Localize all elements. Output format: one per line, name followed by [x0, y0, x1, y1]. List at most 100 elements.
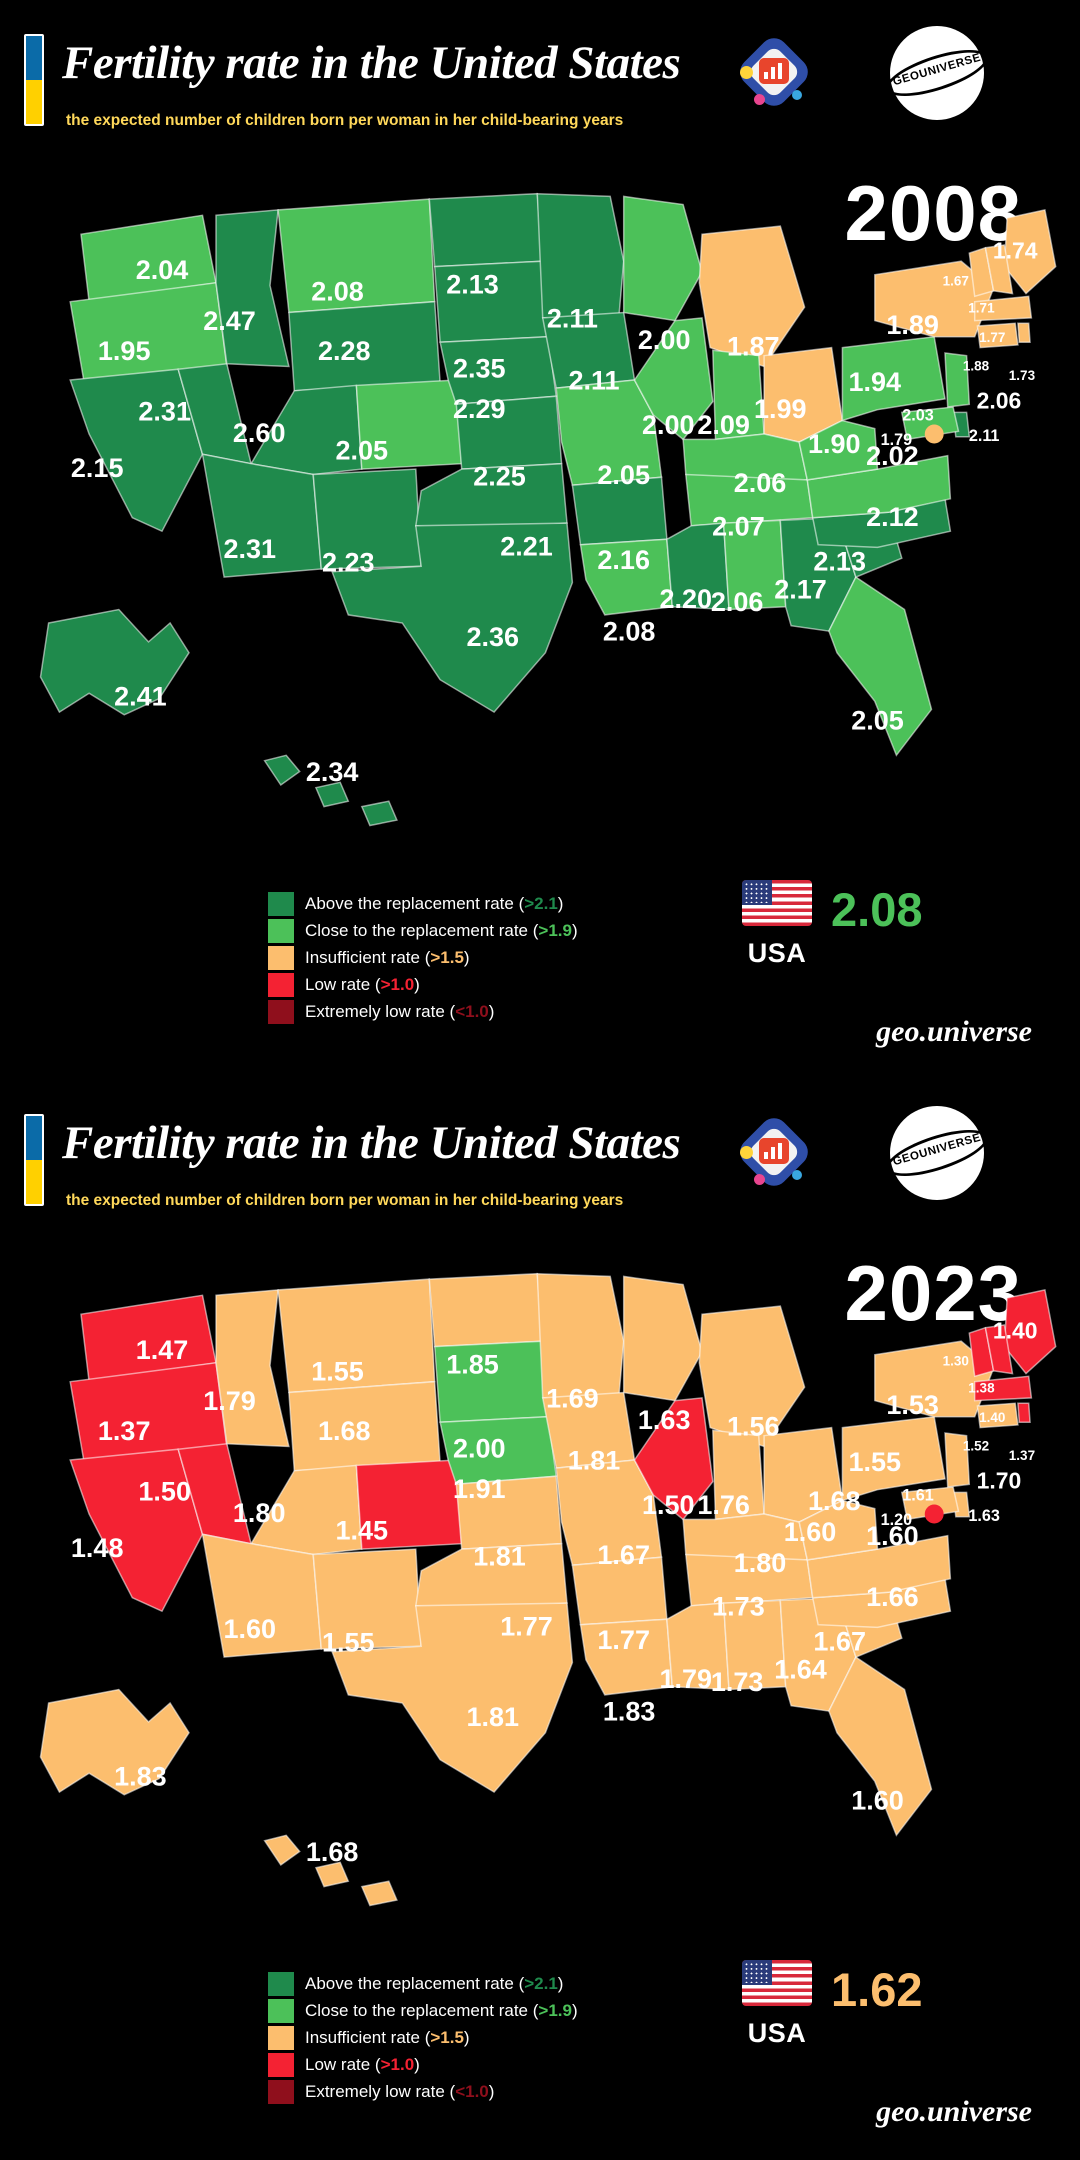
ukraine-flag-bar — [24, 34, 44, 126]
globe-icon: GEOUNIVERSE — [881, 26, 993, 120]
legend-threshold: >1.9 — [538, 2000, 572, 2020]
choropleth-map: 2.04 1.95 2.47 2.08 2.13 2.35 2.11 2.00 1.87 2.28… — [0, 170, 1080, 860]
state-dc-marker[interactable] — [924, 1504, 944, 1524]
legend-label: Above the replacement rate (>2.1) — [305, 1973, 564, 1993]
state-nm[interactable] — [312, 468, 422, 570]
state-wv[interactable] — [798, 419, 879, 481]
state-value-wa: 1.47 — [136, 1335, 189, 1365]
state-wi[interactable] — [622, 195, 703, 322]
state-id[interactable] — [215, 1289, 290, 1448]
state-ak[interactable] — [39, 1688, 190, 1796]
legend-row[interactable]: Extremely low rate (<1.0) — [268, 998, 578, 1025]
state-ma[interactable] — [973, 1375, 1033, 1402]
state-nd[interactable] — [428, 1272, 544, 1348]
state-wv[interactable] — [798, 1499, 879, 1561]
legend-label: Low rate (>1.0) — [305, 2054, 420, 2074]
state-ca[interactable] — [69, 1448, 204, 1613]
state-ri[interactable] — [1017, 1402, 1031, 1423]
state-nj[interactable] — [944, 1432, 971, 1488]
state-ct[interactable] — [976, 1402, 1019, 1429]
state-nd[interactable] — [428, 192, 544, 268]
state-value-pa: 1.94 — [849, 367, 902, 397]
state-la[interactable] — [579, 1618, 674, 1696]
state-tx[interactable] — [331, 522, 574, 714]
state-value-al: 2.06 — [711, 587, 764, 617]
legend-row[interactable]: Close to the replacement rate (>1.9) — [268, 917, 578, 944]
legend-swatch — [268, 1998, 294, 2023]
state-hi[interactable] — [263, 754, 398, 827]
state-value-vt: 1.67 — [943, 274, 969, 289]
state-value-ar: 2.16 — [597, 545, 650, 575]
legend-row[interactable]: Low rate (>1.0) — [268, 971, 578, 998]
state-value-ak: 1.83 — [114, 1761, 167, 1791]
state-pa[interactable] — [841, 1415, 946, 1502]
legend-threshold: <1.0 — [455, 2081, 489, 2101]
state-ct[interactable] — [976, 322, 1019, 349]
legend-label: Insufficient rate (>1.5) — [305, 2027, 470, 2047]
state-nh[interactable] — [984, 244, 1014, 295]
legend-swatch — [268, 918, 294, 943]
panel-2023: Fertility rate in the United States the e… — [0, 1080, 1080, 2160]
state-value-in: 2.09 — [697, 410, 750, 440]
state-fl[interactable] — [828, 1656, 933, 1837]
state-ny[interactable] — [874, 260, 995, 338]
state-nh[interactable] — [984, 1324, 1014, 1375]
legend-row[interactable]: Above the replacement rate (>2.1) — [268, 890, 578, 917]
legend-row[interactable]: Low rate (>1.0) — [268, 2051, 578, 2078]
state-hi[interactable] — [263, 1834, 398, 1907]
state-value-sd: 2.35 — [453, 353, 506, 383]
state-md[interactable] — [900, 406, 960, 441]
state-value-ar: 1.77 — [597, 1625, 650, 1655]
state-tx[interactable] — [331, 1602, 574, 1794]
state-value-wi: 1.63 — [638, 1405, 691, 1435]
state-mn[interactable] — [536, 1272, 625, 1405]
legend-swatch — [268, 2025, 294, 2050]
state-value-nj: 1.70 — [977, 1467, 1022, 1493]
state-fl[interactable] — [828, 576, 933, 757]
map-legend: Above the replacement rate (>2.1) Close t… — [268, 890, 578, 1025]
state-ri[interactable] — [1017, 322, 1031, 343]
watermark: geo.universe — [876, 2095, 1032, 2128]
state-value-ia: 1.81 — [568, 1445, 621, 1475]
state-value-nc: 2.12 — [866, 502, 919, 532]
state-value-nd: 2.13 — [446, 270, 499, 300]
state-value-dc: 1.79 — [881, 431, 913, 449]
state-value-ca: 1.48 — [71, 1533, 124, 1563]
legend-row[interactable]: Insufficient rate (>1.5) — [268, 2024, 578, 2051]
state-nj[interactable] — [944, 352, 971, 408]
state-value-ny: 1.53 — [886, 1390, 939, 1420]
legend-row[interactable]: Above the replacement rate (>2.1) — [268, 1970, 578, 1997]
state-value-mt: 1.55 — [311, 1356, 364, 1386]
state-value-az: 2.31 — [223, 534, 276, 564]
state-mn[interactable] — [536, 192, 625, 325]
state-value-sc: 2.13 — [813, 546, 866, 576]
state-value-hi: 1.68 — [306, 1837, 359, 1867]
state-value-ca: 2.15 — [71, 453, 124, 483]
state-nm[interactable] — [312, 1548, 422, 1650]
usa-country-label: USA — [747, 2018, 807, 2048]
state-dc-marker[interactable] — [924, 424, 944, 444]
state-value-tn: 2.07 — [712, 511, 765, 541]
state-value-tx: 1.81 — [466, 1702, 519, 1732]
state-ny[interactable] — [874, 1340, 995, 1418]
state-value-md: 2.03 — [902, 407, 934, 425]
usa-fertility-value: 2.08 — [831, 883, 923, 936]
page-title: Fertility rate in the United States — [62, 37, 681, 89]
state-ca[interactable] — [69, 368, 204, 533]
legend-threshold: >1.0 — [380, 2054, 415, 2074]
state-md[interactable] — [900, 1486, 960, 1521]
state-value-ma: 1.40 — [979, 1410, 1005, 1425]
usa-country-label: USA — [747, 938, 807, 968]
state-ma[interactable] — [973, 295, 1033, 322]
state-ak[interactable] — [39, 608, 190, 716]
state-value-ut: 2.60 — [233, 418, 286, 448]
legend-row[interactable]: Close to the replacement rate (>1.9) — [268, 1997, 578, 2024]
state-value-oh: 1.68 — [808, 1486, 861, 1516]
legend-row[interactable]: Extremely low rate (<1.0) — [268, 2078, 578, 2105]
state-pa[interactable] — [841, 335, 946, 422]
state-value-la: 2.08 — [603, 617, 656, 647]
state-wi[interactable] — [622, 1275, 703, 1402]
state-la[interactable] — [579, 538, 674, 616]
state-id[interactable] — [215, 209, 290, 368]
legend-row[interactable]: Insufficient rate (>1.5) — [268, 944, 578, 971]
